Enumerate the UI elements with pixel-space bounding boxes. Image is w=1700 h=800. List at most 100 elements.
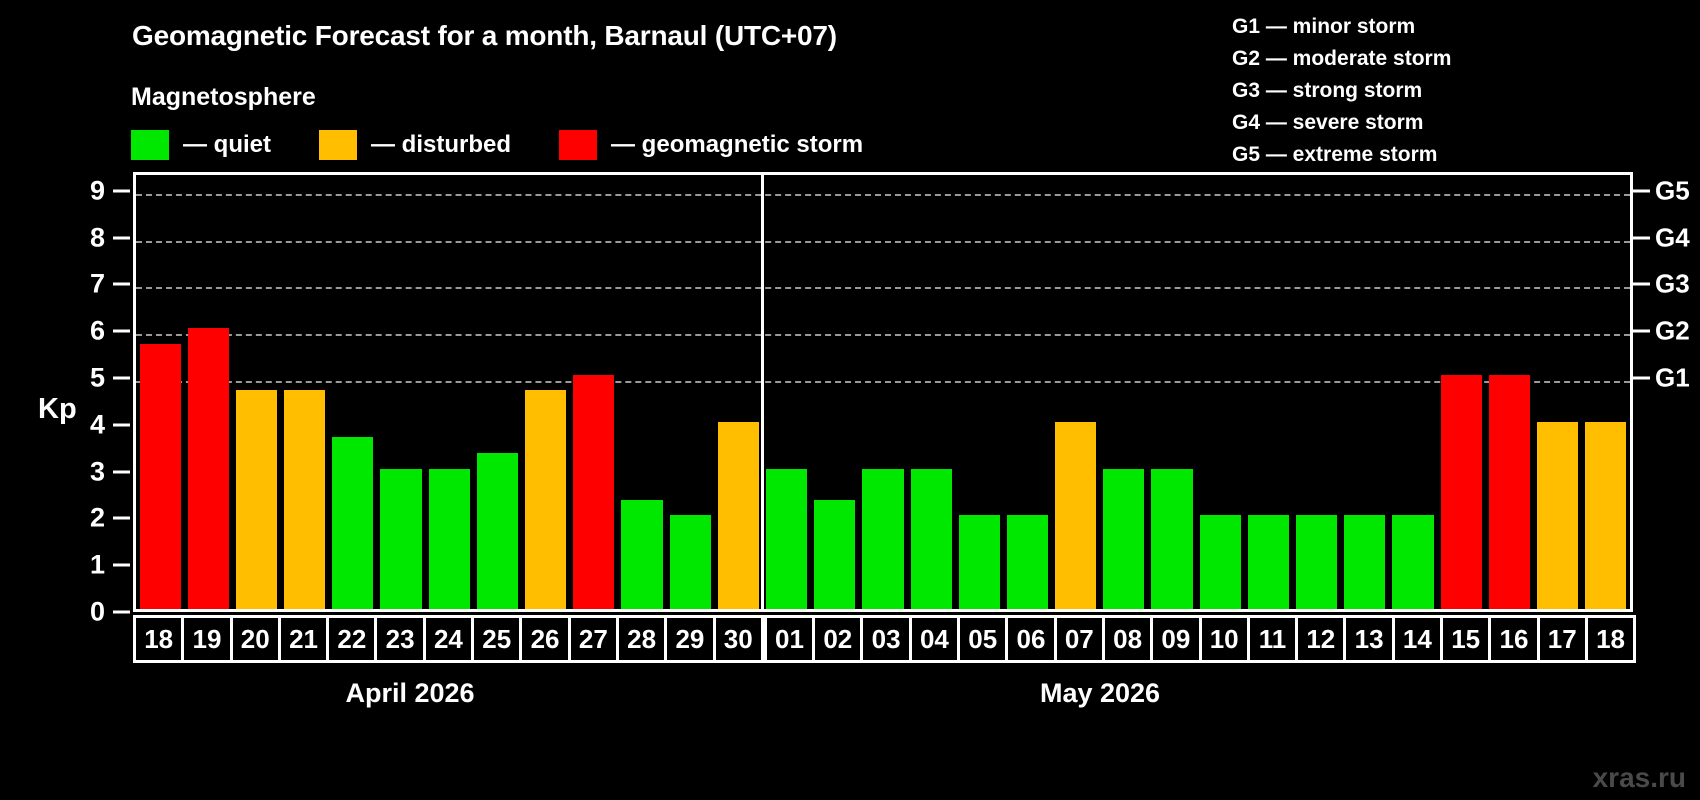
bar-19-storm[interactable] [187,328,229,609]
bar-29-quiet[interactable] [669,515,711,609]
bar-slot-may-08[interactable] [1100,175,1148,609]
magnetosphere-section-label: Magnetosphere [131,83,316,111]
bar-08-quiet[interactable] [1103,468,1145,609]
bar-slot-may-16[interactable] [1485,175,1533,609]
legend-label-disturbed: — disturbed [371,131,512,158]
bar-16-storm[interactable] [1488,374,1530,609]
bar-slot-may-07[interactable] [1052,175,1100,609]
day-label-april-19[interactable]: 19 [181,615,233,663]
day-label-may-14[interactable]: 14 [1391,615,1444,663]
bar-03-quiet[interactable] [862,468,904,609]
bar-05-quiet[interactable] [958,515,1000,609]
bar-21-disturbed[interactable] [284,390,326,609]
bar-12-quiet[interactable] [1296,515,1338,609]
g-tick-mark-G3 [1633,282,1650,286]
bar-slot-april-18[interactable] [136,175,184,609]
g-scale-line-4: G4 — severe storm [1232,111,1424,134]
bar-07-disturbed[interactable] [1055,421,1097,609]
y-tick-mark-9 [113,189,130,193]
bar-slot-may-01[interactable] [762,175,810,609]
bar-14-quiet[interactable] [1392,515,1434,609]
day-label-april-28[interactable]: 28 [615,615,668,663]
bar-09-quiet[interactable] [1151,468,1193,609]
bar-22-quiet[interactable] [332,437,374,609]
bar-01-quiet[interactable] [765,468,808,609]
bar-slot-may-02[interactable] [811,175,859,609]
bar-slot-may-03[interactable] [859,175,907,609]
bar-slot-april-19[interactable] [184,175,232,609]
day-label-april-30[interactable]: 30 [712,615,764,663]
bar-slot-april-29[interactable] [666,175,714,609]
bar-26-disturbed[interactable] [525,390,567,609]
bar-slot-april-20[interactable] [232,175,280,609]
day-label-april-25[interactable]: 25 [471,615,523,663]
bar-10-quiet[interactable] [1199,515,1241,609]
bar-slot-april-25[interactable] [473,175,521,609]
day-label-april-22[interactable]: 22 [326,615,378,663]
day-label-april-24[interactable]: 24 [422,615,475,663]
y-axis: 0 1 2 3 4 5 6 7 8 9 [0,172,133,627]
bar-slot-may-12[interactable] [1293,175,1341,609]
bar-slot-may-18[interactable] [1582,175,1630,609]
day-label-april-27[interactable]: 27 [567,615,619,663]
bar-slot-may-09[interactable] [1148,175,1196,609]
bar-24-quiet[interactable] [428,468,470,609]
day-label-may-17[interactable]: 17 [1536,615,1588,663]
day-label-april-18[interactable]: 18 [133,615,185,663]
bar-17-disturbed[interactable] [1536,421,1579,609]
bar-04-quiet[interactable] [910,468,952,609]
bar-slot-may-17[interactable] [1533,175,1581,609]
day-label-may-11[interactable]: 11 [1246,615,1299,663]
bar-slot-may-15[interactable] [1437,175,1485,609]
bar-slot-may-11[interactable] [1244,175,1292,609]
bar-15-storm[interactable] [1440,374,1482,609]
day-label-may-07[interactable]: 07 [1053,615,1105,663]
bar-25-quiet[interactable] [476,453,518,609]
day-label-april-20[interactable]: 20 [229,615,281,663]
bar-slot-may-04[interactable] [907,175,955,609]
day-label-may-04[interactable]: 04 [908,615,961,663]
bar-28-quiet[interactable] [621,499,663,609]
bar-slot-may-06[interactable] [1003,175,1051,609]
bar-slot-may-05[interactable] [955,175,1003,609]
bar-30-disturbed[interactable] [717,421,759,609]
bar-slot-april-30[interactable] [714,175,762,609]
bar-slot-april-28[interactable] [618,175,666,609]
day-label-may-09[interactable]: 09 [1150,615,1202,663]
day-label-may-02[interactable]: 02 [812,615,864,663]
bar-slot-april-22[interactable] [329,175,377,609]
bar-slot-april-21[interactable] [281,175,329,609]
day-label-may-01[interactable]: 01 [763,615,816,663]
bar-slot-may-13[interactable] [1341,175,1389,609]
day-label-april-26[interactable]: 26 [519,615,571,663]
day-label-may-03[interactable]: 03 [860,615,912,663]
bar-13-quiet[interactable] [1344,515,1386,609]
day-label-may-12[interactable]: 12 [1295,615,1347,663]
bar-slot-may-10[interactable] [1196,175,1244,609]
day-label-may-10[interactable]: 10 [1198,615,1250,663]
bar-18-storm[interactable] [139,343,181,609]
bar-slot-april-27[interactable] [570,175,618,609]
day-label-april-23[interactable]: 23 [374,615,426,663]
day-label-may-08[interactable]: 08 [1101,615,1154,663]
day-label-may-13[interactable]: 13 [1343,615,1395,663]
bar-slot-may-14[interactable] [1389,175,1437,609]
bar-06-quiet[interactable] [1006,515,1049,609]
bar-27-storm[interactable] [573,374,615,609]
day-label-may-18[interactable]: 18 [1584,615,1637,663]
day-label-april-29[interactable]: 29 [664,615,716,663]
y-tick-mark-0 [113,610,130,614]
day-label-may-16[interactable]: 16 [1488,615,1540,663]
bar-02-quiet[interactable] [814,499,856,609]
bar-11-quiet[interactable] [1247,515,1289,609]
bar-slot-april-24[interactable] [425,175,473,609]
day-label-may-05[interactable]: 05 [957,615,1009,663]
bar-slot-april-23[interactable] [377,175,425,609]
day-label-may-15[interactable]: 15 [1440,615,1492,663]
day-label-may-06[interactable]: 06 [1005,615,1057,663]
bar-20-disturbed[interactable] [235,390,278,609]
bar-18-disturbed[interactable] [1585,421,1627,609]
day-label-april-21[interactable]: 21 [277,615,330,663]
bar-23-quiet[interactable] [380,468,422,609]
bar-slot-april-26[interactable] [522,175,570,609]
